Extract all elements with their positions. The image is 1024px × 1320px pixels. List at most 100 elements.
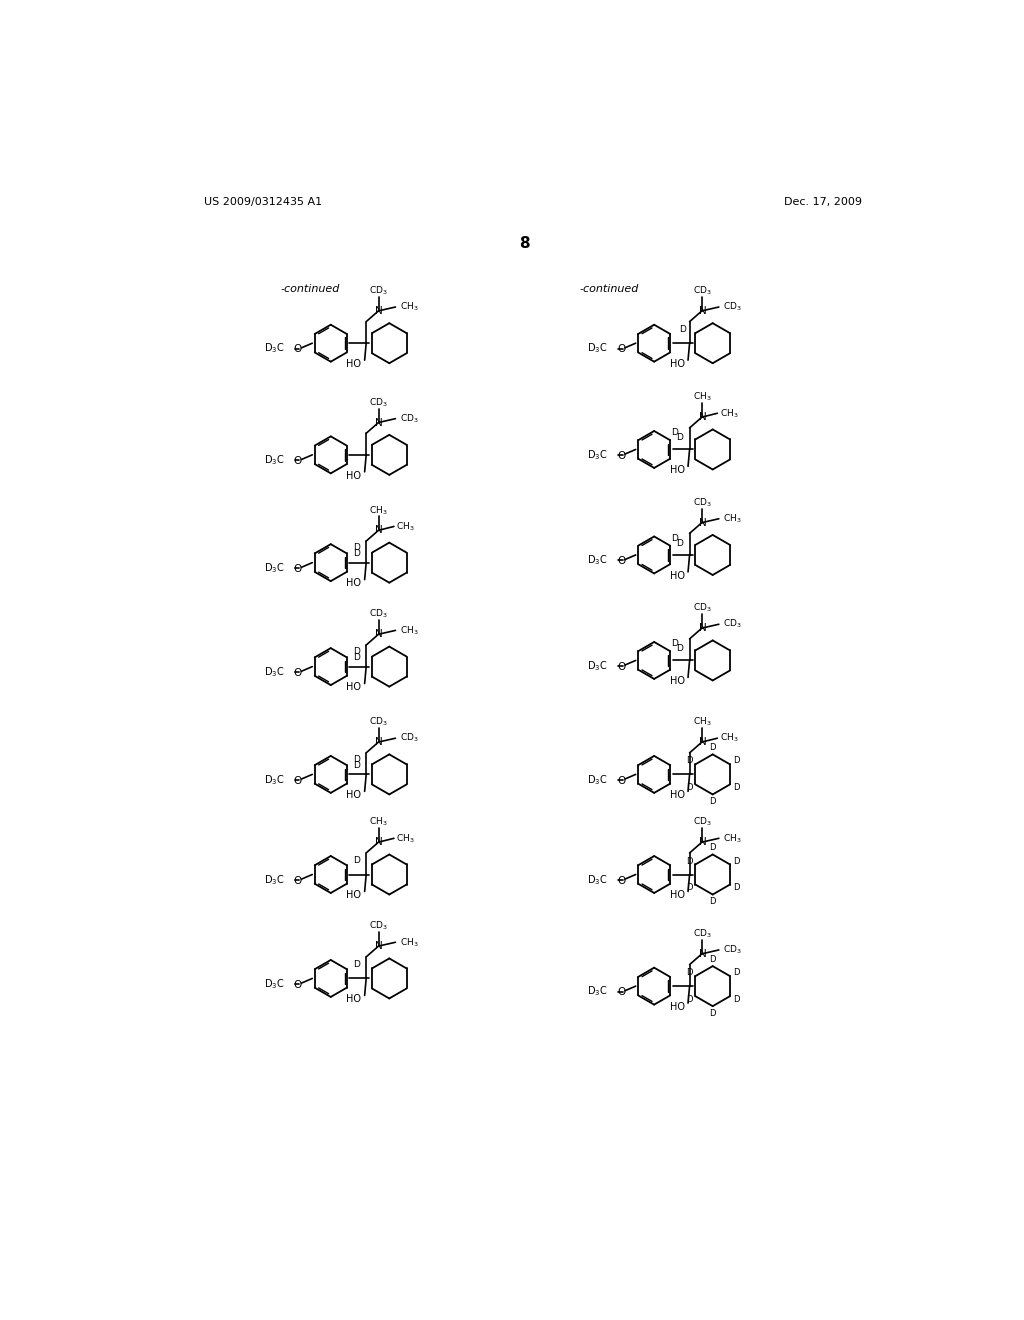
Text: CH$_3$: CH$_3$ <box>723 832 742 845</box>
Text: CD$_3$: CD$_3$ <box>692 816 712 829</box>
Text: D: D <box>686 857 692 866</box>
Text: N: N <box>698 837 707 847</box>
Text: D$_3$C: D$_3$C <box>264 342 285 355</box>
Text: HO: HO <box>670 890 685 900</box>
Text: CD$_3$: CD$_3$ <box>692 602 712 614</box>
Text: D$_3$C: D$_3$C <box>264 873 285 887</box>
Text: D$_3$C: D$_3$C <box>588 985 608 998</box>
Text: D$_3$C: D$_3$C <box>588 873 608 887</box>
Text: N: N <box>698 412 707 422</box>
Text: D: D <box>353 647 360 656</box>
Text: D$_3$C: D$_3$C <box>588 774 608 787</box>
Text: HO: HO <box>346 890 361 900</box>
Text: CD$_3$: CD$_3$ <box>692 496 712 508</box>
Text: CH$_3$: CH$_3$ <box>692 715 712 729</box>
Text: D: D <box>677 539 683 548</box>
Text: HO: HO <box>346 471 361 480</box>
Text: CD$_3$: CD$_3$ <box>723 618 742 631</box>
Text: D: D <box>353 653 360 661</box>
Text: D: D <box>710 954 716 964</box>
Text: D: D <box>710 843 716 851</box>
Text: N: N <box>376 306 383 315</box>
Text: CD$_3$: CD$_3$ <box>723 944 742 956</box>
Text: N: N <box>376 630 383 639</box>
Text: CH$_3$: CH$_3$ <box>370 816 388 829</box>
Text: HO: HO <box>346 682 361 693</box>
Text: O: O <box>294 564 302 574</box>
Text: D: D <box>353 549 360 558</box>
Text: O: O <box>616 450 626 461</box>
Text: D$_3$C: D$_3$C <box>588 659 608 673</box>
Text: CD$_3$: CD$_3$ <box>400 733 419 744</box>
Text: HO: HO <box>670 1002 685 1012</box>
Text: D$_3$C: D$_3$C <box>264 561 285 576</box>
Text: D$_3$C: D$_3$C <box>264 665 285 678</box>
Text: D: D <box>733 883 739 892</box>
Text: CH$_3$: CH$_3$ <box>400 624 419 636</box>
Text: O: O <box>616 556 626 566</box>
Text: D: D <box>353 543 360 552</box>
Text: O: O <box>294 455 302 466</box>
Text: O: O <box>616 661 626 672</box>
Text: D: D <box>710 898 716 906</box>
Text: CH$_3$: CH$_3$ <box>723 512 742 525</box>
Text: Dec. 17, 2009: Dec. 17, 2009 <box>784 197 862 207</box>
Text: O: O <box>294 875 302 886</box>
Text: CD$_3$: CD$_3$ <box>369 285 388 297</box>
Text: CD$_3$: CD$_3$ <box>369 609 388 620</box>
Text: D: D <box>686 783 692 792</box>
Text: CD$_3$: CD$_3$ <box>369 920 388 932</box>
Text: D$_3$C: D$_3$C <box>264 453 285 467</box>
Text: CD$_3$: CD$_3$ <box>400 412 419 425</box>
Text: N: N <box>698 517 707 528</box>
Text: D$_3$C: D$_3$C <box>588 447 608 462</box>
Text: O: O <box>616 345 626 354</box>
Text: D: D <box>733 756 739 766</box>
Text: D: D <box>353 857 360 865</box>
Text: D: D <box>353 755 360 763</box>
Text: HO: HO <box>346 359 361 370</box>
Text: D$_3$C: D$_3$C <box>264 977 285 991</box>
Text: D: D <box>679 325 686 334</box>
Text: D: D <box>710 797 716 805</box>
Text: CH$_3$: CH$_3$ <box>720 407 738 420</box>
Text: -continued: -continued <box>580 284 639 294</box>
Text: D$_3$C: D$_3$C <box>264 774 285 787</box>
Text: CH$_3$: CH$_3$ <box>396 520 415 533</box>
Text: CH$_3$: CH$_3$ <box>396 832 415 845</box>
Text: US 2009/0312435 A1: US 2009/0312435 A1 <box>204 197 322 207</box>
Text: HO: HO <box>670 465 685 475</box>
Text: N: N <box>376 737 383 747</box>
Text: HO: HO <box>670 676 685 686</box>
Text: HO: HO <box>346 578 361 589</box>
Text: D: D <box>671 533 678 543</box>
Text: D: D <box>353 960 360 969</box>
Text: D$_3$C: D$_3$C <box>588 553 608 568</box>
Text: D: D <box>671 428 678 437</box>
Text: N: N <box>376 525 383 536</box>
Text: N: N <box>698 306 707 315</box>
Text: D: D <box>710 1008 716 1018</box>
Text: CD$_3$: CD$_3$ <box>692 928 712 940</box>
Text: CH$_3$: CH$_3$ <box>400 301 419 313</box>
Text: CH$_3$: CH$_3$ <box>400 936 419 949</box>
Text: O: O <box>616 776 626 785</box>
Text: -continued: -continued <box>281 284 340 294</box>
Text: O: O <box>294 776 302 785</box>
Text: N: N <box>376 417 383 428</box>
Text: CH$_3$: CH$_3$ <box>720 733 738 744</box>
Text: CH$_3$: CH$_3$ <box>370 504 388 516</box>
Text: HO: HO <box>670 359 685 370</box>
Text: D: D <box>686 883 692 892</box>
Text: D: D <box>710 743 716 752</box>
Text: N: N <box>698 623 707 634</box>
Text: D: D <box>677 644 683 653</box>
Text: O: O <box>294 979 302 990</box>
Text: D: D <box>353 760 360 770</box>
Text: 8: 8 <box>519 235 530 251</box>
Text: D: D <box>671 639 678 648</box>
Text: O: O <box>294 668 302 677</box>
Text: CD$_3$: CD$_3$ <box>723 301 742 313</box>
Text: CH$_3$: CH$_3$ <box>692 391 712 404</box>
Text: D: D <box>686 756 692 766</box>
